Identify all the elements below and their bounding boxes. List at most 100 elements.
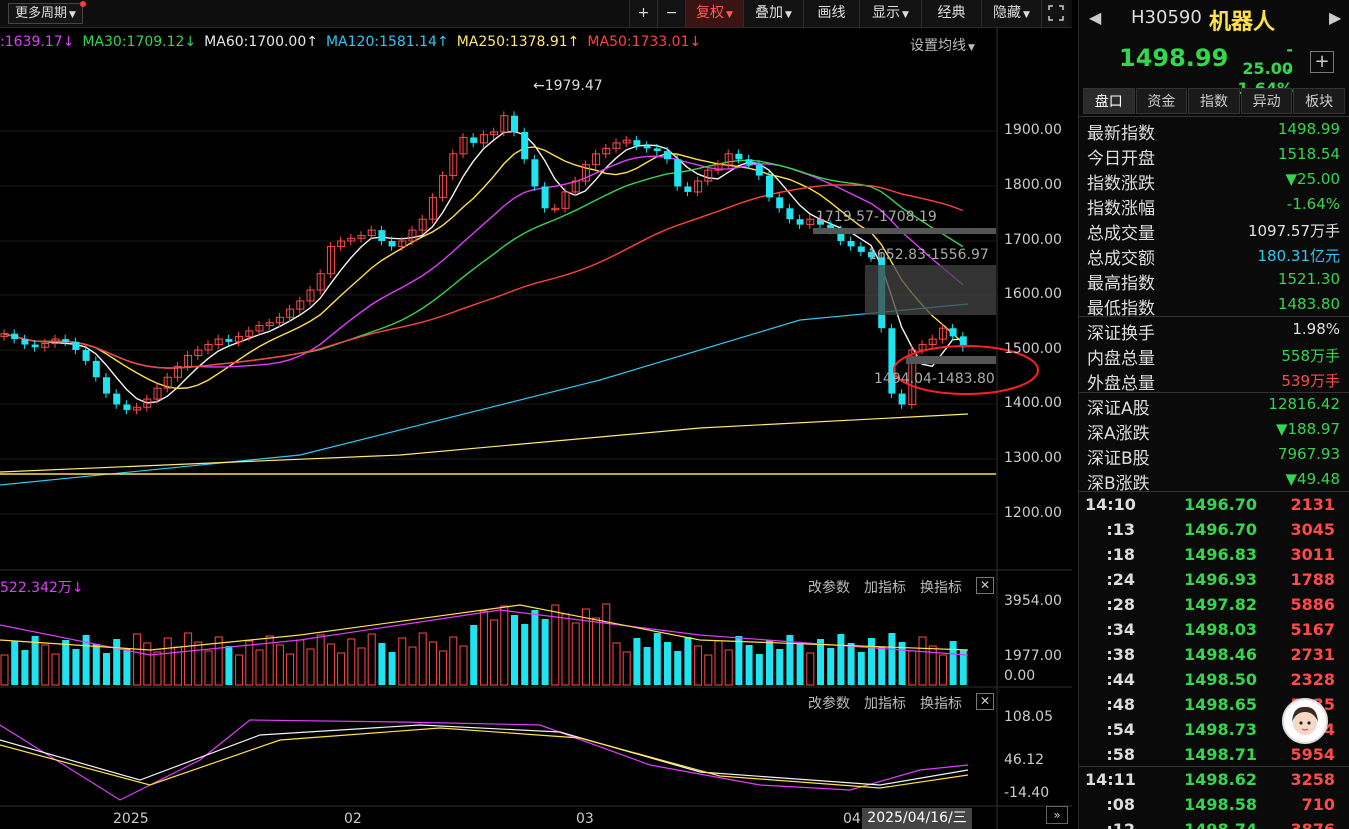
quote-label: 指数涨跌	[1087, 174, 1155, 194]
volume-bar	[398, 637, 407, 686]
candle-body	[796, 219, 804, 225]
zoom-out-button[interactable]: −	[657, 0, 685, 27]
quote-row: 深证换手 1.98%	[1087, 317, 1340, 344]
osc-switch-indicator[interactable]: 换指标	[920, 696, 962, 712]
candle-body	[888, 328, 896, 394]
volume-ma	[0, 609, 969, 656]
tick-price: 1496.70	[1184, 520, 1257, 539]
price-tick: 1600.00	[1004, 286, 1062, 302]
next-icon[interactable]: ▶	[1329, 8, 1342, 27]
quote-value: 1097.57万手	[1247, 222, 1340, 240]
osc-line	[0, 727, 969, 789]
classic-button[interactable]: 经典	[921, 0, 981, 27]
tick-price: 1497.82	[1184, 595, 1257, 614]
volume-bar	[306, 648, 315, 686]
candle-body	[938, 327, 947, 340]
fullscreen-button[interactable]	[1041, 0, 1069, 27]
candle-body	[378, 230, 386, 241]
volume-bar	[541, 619, 549, 685]
volume-bar	[664, 642, 671, 685]
quote-tab[interactable]: 异动	[1240, 88, 1293, 114]
volume-bar	[745, 645, 753, 685]
volume-tick: 3954.00	[1004, 593, 1062, 609]
volume-bar	[817, 639, 824, 685]
volume-bar	[347, 638, 356, 686]
draw-line-button[interactable]: 画线	[803, 0, 859, 27]
candle-body	[245, 330, 254, 337]
price-tick: 1900.00	[1004, 122, 1062, 138]
tick-volume: 3045	[1290, 520, 1335, 539]
tick-row: :24 1496.93 1788	[1079, 567, 1349, 592]
divider	[1079, 766, 1349, 767]
osc-close-icon[interactable]: ✕	[976, 693, 994, 710]
candle-body	[490, 131, 499, 136]
candle-body	[11, 333, 19, 340]
candle-body	[153, 387, 162, 400]
volume-bar	[479, 610, 488, 686]
tick-time: :24	[1106, 570, 1135, 589]
hide-label: 隐藏	[993, 5, 1022, 21]
vol-add-indicator[interactable]: 加指标	[864, 580, 906, 596]
zoom-in-button[interactable]: +	[629, 0, 657, 27]
scroll-right-icon[interactable]: »	[1046, 806, 1068, 824]
quote-tab[interactable]: 板块	[1293, 88, 1345, 114]
candle-body	[286, 308, 295, 318]
candle-body	[602, 147, 611, 155]
volume-bar	[439, 650, 448, 686]
ma-settings-button[interactable]: 设置均线 ▼	[910, 35, 975, 55]
assistant-avatar[interactable]	[1282, 698, 1328, 744]
quote-label: 深证A股	[1087, 399, 1150, 419]
candle-body	[459, 136, 468, 155]
kline-chart[interactable]	[0, 0, 1072, 829]
volume-bar	[898, 642, 906, 685]
prev-icon[interactable]: ◀	[1089, 8, 1102, 27]
candle-body	[479, 134, 488, 144]
volume-bar	[123, 648, 131, 685]
quote-value: 12816.42	[1268, 395, 1340, 413]
tick-volume: 5167	[1290, 620, 1335, 639]
candle-body	[173, 365, 182, 378]
display-button[interactable]: 显示 ▼	[859, 0, 921, 27]
volume-bar	[428, 641, 437, 686]
more-periods-button[interactable]: 更多周期 ▼	[8, 1, 86, 24]
fuquan-button[interactable]: 复权 ▼	[685, 0, 743, 27]
tick-price: 1498.74	[1169, 820, 1257, 829]
candle-body	[92, 360, 100, 378]
ma-line	[3, 130, 963, 404]
quote-value: 539万手	[1281, 372, 1340, 390]
volume-bar	[133, 633, 142, 686]
zone-label-3: 1494.04-1483.80	[874, 371, 995, 387]
tick-row: :44 1498.50 2328	[1079, 667, 1349, 692]
quote-row: 最新指数 1498.99	[1087, 117, 1340, 144]
tick-time: 14:10	[1085, 495, 1136, 514]
volume-bar	[602, 603, 611, 686]
quote-tabs: 盘口 资金 指数 异动 板块	[1083, 88, 1346, 114]
volume-bar	[62, 640, 70, 685]
overlay-button[interactable]: 叠加 ▼	[743, 0, 803, 27]
volume-bar	[928, 645, 937, 686]
ma-legend-item: MA60:1700.00↑	[204, 34, 318, 50]
osc-change-params[interactable]: 改参数	[808, 696, 850, 712]
zone-label-1: 1719.57-1708.19	[816, 209, 937, 225]
quote-tab[interactable]: 盘口	[1083, 88, 1135, 114]
volume-bar	[21, 650, 29, 685]
candle-body	[592, 153, 601, 166]
ma-legend-item: MA30:1709.12↓	[82, 34, 197, 50]
divider	[1079, 316, 1349, 317]
quote-tab[interactable]: 指数	[1188, 88, 1240, 114]
add-watchlist-button[interactable]: +	[1310, 51, 1334, 73]
candle-body	[643, 145, 651, 149]
osc-tick: 46.12	[1004, 752, 1045, 768]
vol-switch-indicator[interactable]: 换指标	[920, 580, 962, 596]
tick-volume: 3011	[1290, 545, 1335, 564]
tick-time: :08	[1106, 795, 1135, 814]
volume-bar	[316, 634, 325, 686]
hide-button[interactable]: 隐藏 ▼	[981, 0, 1041, 27]
quote-tab[interactable]: 资金	[1135, 88, 1188, 114]
osc-add-indicator[interactable]: 加指标	[864, 696, 906, 712]
vol-close-icon[interactable]: ✕	[976, 577, 994, 594]
vol-change-params[interactable]: 改参数	[808, 580, 850, 596]
volume-bar	[735, 636, 743, 685]
candle-body	[214, 338, 223, 346]
candle-body	[31, 344, 39, 348]
